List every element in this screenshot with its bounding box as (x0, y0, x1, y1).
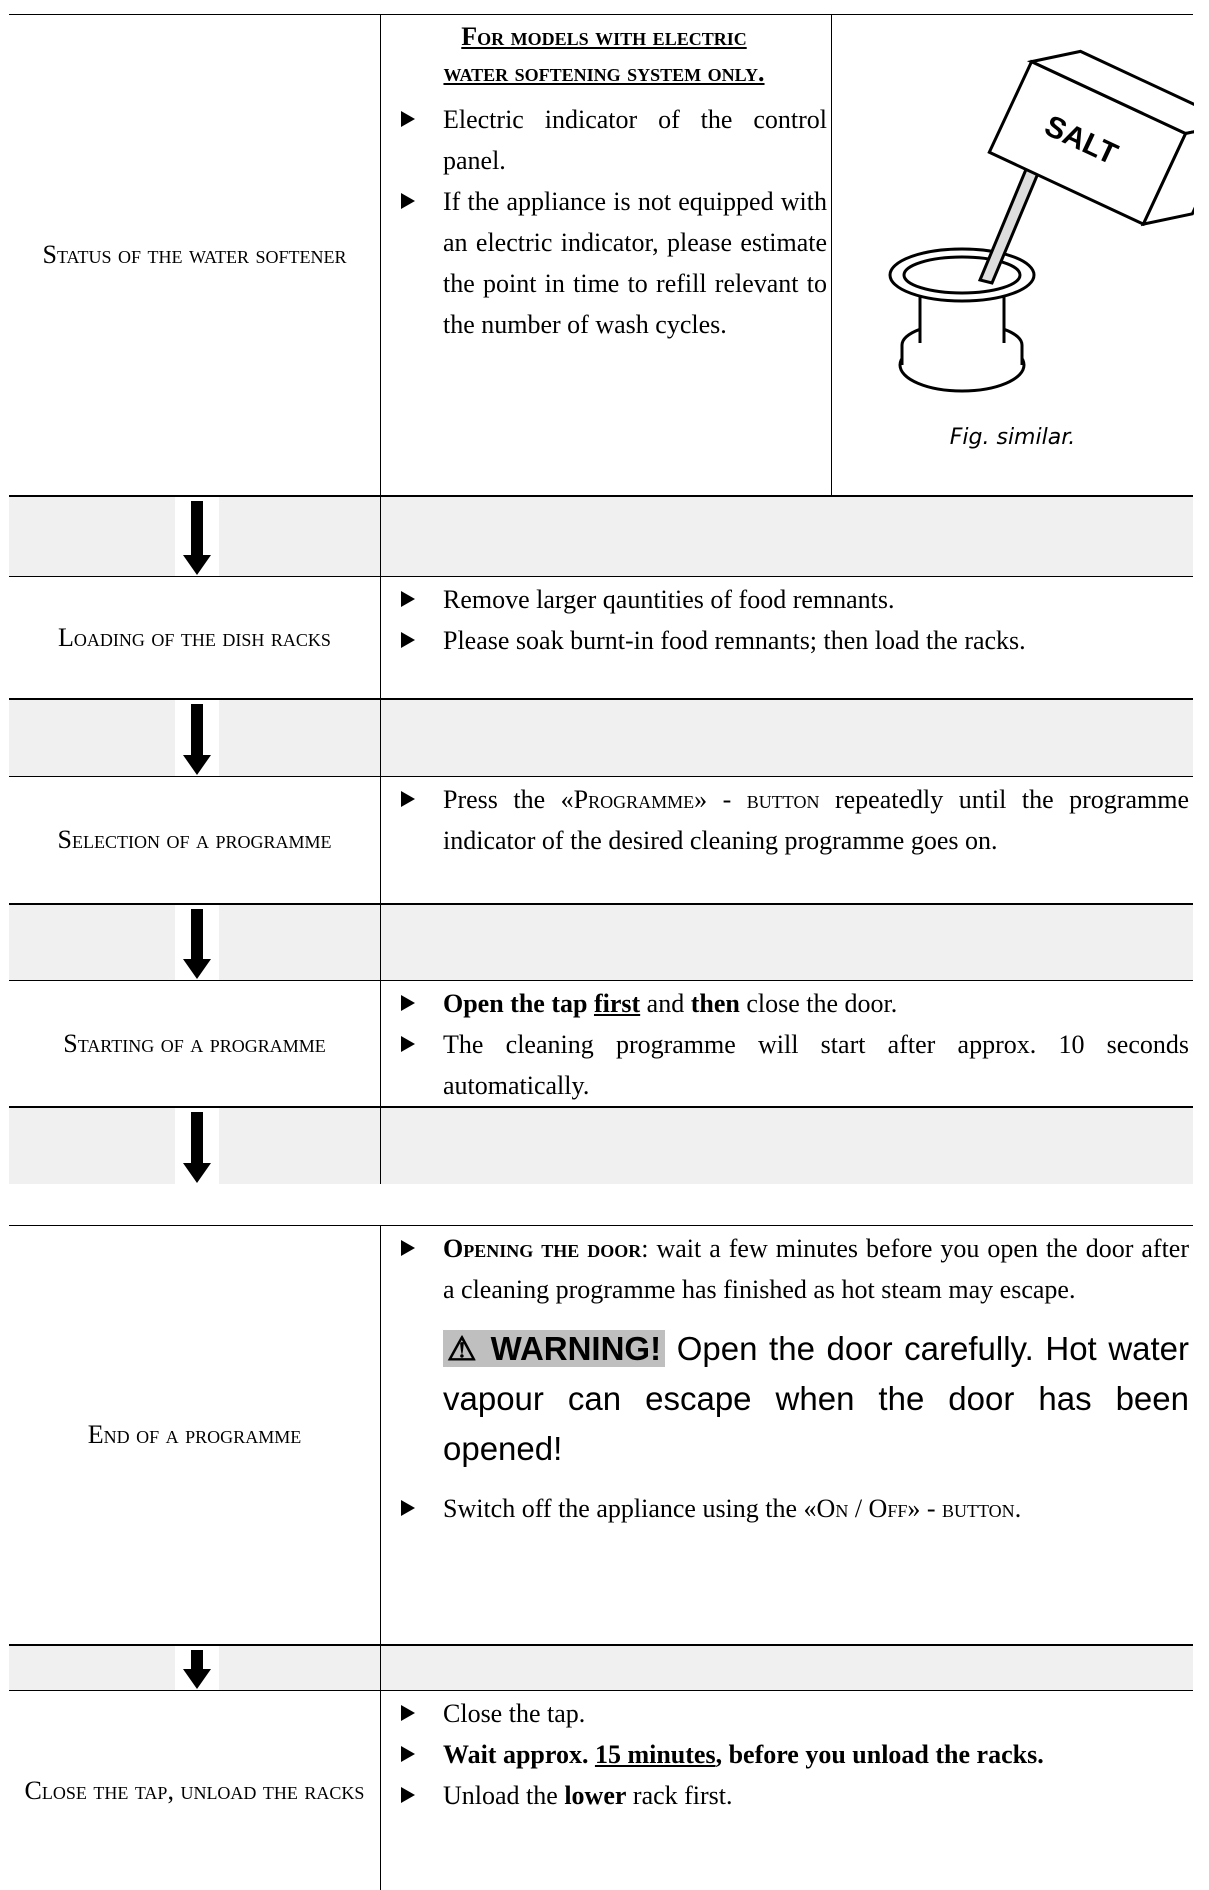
step-content: For models with electric water softening… (380, 15, 831, 495)
step-label-text: Status of the water softener (42, 240, 347, 269)
warning-label: ⚠ WARNING! (443, 1330, 666, 1367)
text-run: Wait approx. (443, 1740, 595, 1769)
down-arrow (183, 1112, 211, 1183)
step-label-text: Starting of a programme (63, 1028, 326, 1058)
step-content: Opening the door: wait a few minutes bef… (380, 1226, 1193, 1644)
step-label: Close the tap, unload the racks (9, 1691, 380, 1890)
step-label: Selection of a programme (9, 777, 380, 903)
bullet-item: Unload the lower rack first. (381, 1775, 1189, 1816)
text-run: » - (694, 785, 747, 814)
step-content: Remove larger qauntities of food remnant… (380, 577, 1193, 698)
bullet-item: Press the «Programme» - button repeatedl… (381, 779, 1189, 861)
warning: ⚠ WARNING! Open the door carefully. Hot … (381, 1310, 1189, 1488)
bullet-item: Open the tap first and then close the do… (381, 983, 1189, 1024)
bullet-item: Close the tap. (381, 1693, 1189, 1734)
text-run: Press the « (443, 785, 574, 814)
bullet-item: Electric indicator of the control panel. (381, 99, 827, 181)
divider (380, 905, 381, 980)
arrow-row (9, 1107, 1193, 1184)
arrow-row (9, 699, 1193, 776)
note: For models with electric water softening… (443, 22, 765, 87)
text-run: rack first. (626, 1781, 733, 1810)
divider (380, 1108, 381, 1184)
text-run: and (640, 989, 691, 1018)
text-run: close the door. (739, 989, 898, 1018)
down-arrow (183, 1650, 211, 1689)
step-row: Selection of a programme Press the «Progr… (9, 776, 1193, 904)
step-label-text: End of a programme (87, 1420, 302, 1449)
text-run: Open the tap (443, 989, 594, 1018)
bullet-item: Opening the door: wait a few minutes bef… (381, 1228, 1189, 1310)
divider (380, 700, 381, 776)
bullet-item: Please soak burnt-in food remnants; then… (381, 620, 1189, 661)
down-arrow (183, 501, 211, 575)
arrow-row (9, 1645, 1193, 1690)
bullet-item: Remove larger qauntities of food remnant… (381, 579, 1189, 620)
text-run: Unload the (443, 1781, 565, 1810)
step-content: Open the tap first and then close the do… (380, 981, 1193, 1106)
arrow-row (9, 904, 1193, 980)
divider (380, 1646, 381, 1690)
down-arrow (183, 704, 211, 775)
step-label: End of a programme (9, 1226, 380, 1644)
text-run: 15 minutes (594, 1740, 716, 1769)
step-content: Press the «Programme» - button repeatedl… (380, 777, 1193, 903)
step-label-text: Loading of the dish racks (58, 622, 331, 652)
divider (380, 497, 381, 576)
text-run: Close the tap. (443, 1699, 586, 1728)
caption: Fig. similar. (949, 425, 1076, 450)
text-run: : wait a few minutes before you open the… (443, 1234, 1189, 1304)
step-row: Status of the water softener For models w… (9, 14, 1209, 496)
warning-text: Open the door carefully. Hot water vapou… (443, 1330, 1190, 1467)
text-run: first (593, 989, 641, 1018)
bullet-item: Wait approx. 15 minutes, before you unlo… (381, 1734, 1189, 1775)
text-run: then (690, 989, 740, 1018)
step-row: Close the tap, unload the racks Close the… (9, 1690, 1193, 1890)
text-run: The cleaning programme will start after … (443, 1030, 1189, 1100)
step-label-text: Selection of a programme (57, 825, 332, 854)
text-run: Please soak burnt-in food remnants; then… (443, 626, 1026, 655)
text-run: Remove larger qauntities of food remnant… (443, 585, 895, 614)
bullet-item: Switch off the appliance using the «On /… (381, 1488, 1189, 1529)
text-run: repeatedly until the programme indicator… (443, 785, 1189, 855)
text-run: . (1014, 1494, 1022, 1523)
bullet-item: If the appliance is not equipped with an… (381, 181, 827, 345)
figure: SALT Fig. similar. (831, 15, 1209, 495)
down-arrow (183, 909, 211, 979)
step-label: Starting of a programme (9, 981, 380, 1106)
text-run: » - (907, 1494, 943, 1523)
text-run: button (746, 785, 820, 814)
text-run: Electric indicator of the control panel. (443, 105, 827, 175)
step-label: Loading of the dish racks (9, 577, 380, 698)
step-row: End of a programme Opening the door: wait… (9, 1225, 1193, 1645)
text-run: On / Off (816, 1494, 908, 1523)
step-label: Status of the water softener (9, 15, 380, 495)
step-row: Starting of a programme Open the tap firs… (9, 980, 1193, 1107)
bullet-item: The cleaning programme will start after … (381, 1024, 1189, 1106)
text-run: Switch off the appliance using the « (443, 1494, 817, 1523)
step-content: Close the tap. Wait approx. 15 minutes, b… (380, 1691, 1193, 1890)
arrow-row (9, 496, 1193, 576)
text-run: button (942, 1494, 1015, 1523)
text-run: lower (564, 1781, 627, 1810)
step-row: Loading of the dish racks Remove larger q… (9, 576, 1193, 699)
step-label-text: Close the tap, unload the racks (24, 1775, 365, 1805)
text-run: If the appliance is not equipped with an… (443, 187, 827, 339)
salt-illustration: SALT (888, 49, 1209, 393)
text-run: Programme (573, 785, 695, 814)
text-run: Opening the door (443, 1234, 642, 1263)
text-run: , before you unload the racks. (715, 1740, 1044, 1769)
